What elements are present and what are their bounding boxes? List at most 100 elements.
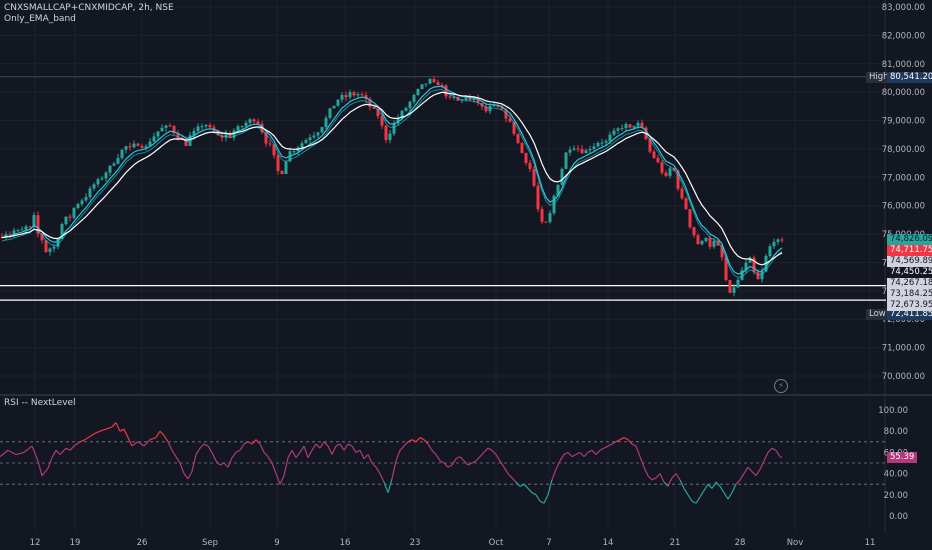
candle-body[interactable] — [96, 179, 100, 185]
rsi-line-segment[interactable] — [575, 451, 581, 456]
ema-band-mid[interactable] — [1, 89, 783, 278]
candle-body[interactable] — [656, 157, 660, 163]
rsi-line-segment[interactable] — [403, 441, 409, 447]
rsi-line-segment[interactable] — [623, 437, 629, 441]
rsi-line-segment[interactable] — [179, 462, 185, 474]
candle-body[interactable] — [608, 134, 612, 142]
rsi-line-segment[interactable] — [79, 439, 86, 443]
candle-body[interactable] — [8, 234, 12, 236]
rsi-line-segment[interactable] — [55, 449, 61, 455]
candle-body[interactable] — [584, 150, 588, 154]
rsi-line-segment[interactable] — [499, 460, 505, 468]
candle-body[interactable] — [140, 146, 144, 148]
pane-separator[interactable] — [0, 394, 932, 396]
rsi-line-segment[interactable] — [339, 443, 345, 451]
rsi-line-segment[interactable] — [375, 466, 381, 474]
rsi-line-segment[interactable] — [131, 441, 139, 447]
candle-body[interactable] — [152, 136, 156, 142]
rsi-line-segment[interactable] — [251, 439, 257, 445]
rsi-line-segment[interactable] — [531, 492, 537, 496]
rsi-line-segment[interactable] — [747, 466, 753, 472]
candle-body[interactable] — [652, 151, 656, 158]
candle-body[interactable] — [408, 101, 412, 109]
candle-body[interactable] — [728, 280, 732, 293]
rsi-line-segment[interactable] — [647, 475, 653, 481]
rsi-line-segment[interactable] — [331, 445, 337, 455]
rsi-line-segment[interactable] — [69, 445, 75, 451]
rsi-line-segment[interactable] — [463, 460, 469, 466]
indicator-legend[interactable]: Only_EMA_band — [4, 14, 76, 24]
candle-body[interactable] — [404, 108, 408, 111]
rsi-line-segment[interactable] — [731, 483, 737, 493]
candle-body[interactable] — [544, 221, 548, 223]
rsi-line-segment[interactable] — [279, 475, 285, 485]
rsi-line-segment[interactable] — [711, 481, 717, 489]
candle-body[interactable] — [724, 257, 728, 281]
rsi-line-segment[interactable] — [427, 443, 433, 451]
candle-body[interactable] — [228, 133, 232, 138]
rsi-line-segment[interactable] — [547, 479, 553, 495]
rsi-line-segment[interactable] — [239, 443, 245, 451]
price-axis[interactable]: 70,000.0071,000.0072,000.0073,000.0074,0… — [878, 3, 925, 522]
rsi-line-segment[interactable] — [37, 460, 43, 476]
rsi-line-segment[interactable] — [399, 445, 405, 451]
rsi-line-segment[interactable] — [231, 452, 237, 459]
candle-body[interactable] — [616, 128, 620, 131]
candle-body[interactable] — [760, 271, 764, 280]
candle-body[interactable] — [132, 143, 136, 148]
lightning-icon[interactable]: ⚡ — [774, 379, 788, 393]
candle-body[interactable] — [704, 238, 708, 242]
candle-body[interactable] — [360, 94, 364, 96]
rsi-line-segment[interactable] — [51, 449, 57, 458]
rsi-line-segment[interactable] — [407, 439, 413, 443]
rsi-line-segment[interactable] — [775, 449, 781, 457]
candle-body[interactable] — [92, 184, 96, 189]
candle-body[interactable] — [108, 165, 112, 173]
candle-body[interactable] — [184, 140, 188, 146]
rsi-line-segment[interactable] — [435, 454, 441, 462]
candle-body[interactable] — [648, 138, 652, 152]
candle-body[interactable] — [416, 89, 420, 95]
candle-body[interactable] — [520, 142, 524, 153]
candle-body[interactable] — [564, 152, 568, 169]
rsi-line-segment[interactable] — [603, 445, 609, 449]
candle-body[interactable] — [476, 97, 480, 104]
rsi-line-segment[interactable] — [591, 449, 597, 455]
candle-body[interactable] — [380, 116, 384, 126]
rsi-line-segment[interactable] — [203, 443, 209, 447]
rsi-line-segment[interactable] — [723, 492, 729, 500]
candle-body[interactable] — [16, 230, 20, 232]
rsi-line-segment[interactable] — [751, 471, 757, 477]
candle-body[interactable] — [252, 119, 256, 122]
rsi-line-segment[interactable] — [23, 445, 33, 453]
rsi-line-segment[interactable] — [94, 430, 101, 434]
candle-body[interactable] — [392, 123, 396, 134]
candle-body[interactable] — [516, 133, 520, 143]
candle-body[interactable] — [176, 133, 180, 138]
rsi-line-segment[interactable] — [0, 449, 9, 458]
rsi-line-segment[interactable] — [59, 447, 67, 455]
rsi-line-segment[interactable] — [387, 478, 393, 493]
candle-body[interactable] — [588, 148, 592, 151]
rsi-line-segment[interactable] — [419, 437, 425, 441]
rsi-line-segment[interactable] — [583, 451, 589, 458]
candle-body[interactable] — [400, 110, 404, 118]
candle-body[interactable] — [548, 213, 552, 222]
candle-body[interactable] — [344, 95, 348, 98]
rsi-line-segment[interactable] — [699, 490, 705, 498]
rsi-line-segment[interactable] — [487, 447, 493, 451]
rsi-line-segment[interactable] — [47, 457, 53, 469]
rsi-line-segment[interactable] — [447, 464, 453, 468]
candle-body[interactable] — [256, 121, 260, 124]
candle-body[interactable] — [596, 142, 600, 147]
rsi-line-segment[interactable] — [105, 426, 113, 430]
rsi-line-segment[interactable] — [391, 460, 397, 480]
rsi-line-segment[interactable] — [563, 451, 569, 456]
candle-body[interactable] — [40, 233, 44, 241]
rsi-line-segment[interactable] — [675, 473, 681, 481]
rsi-line-segment[interactable] — [259, 443, 265, 453]
candle-body[interactable] — [396, 117, 400, 124]
rsi-line-segment[interactable] — [159, 430, 165, 436]
candle-body[interactable] — [4, 234, 8, 238]
rsi-line-segment[interactable] — [371, 462, 377, 468]
